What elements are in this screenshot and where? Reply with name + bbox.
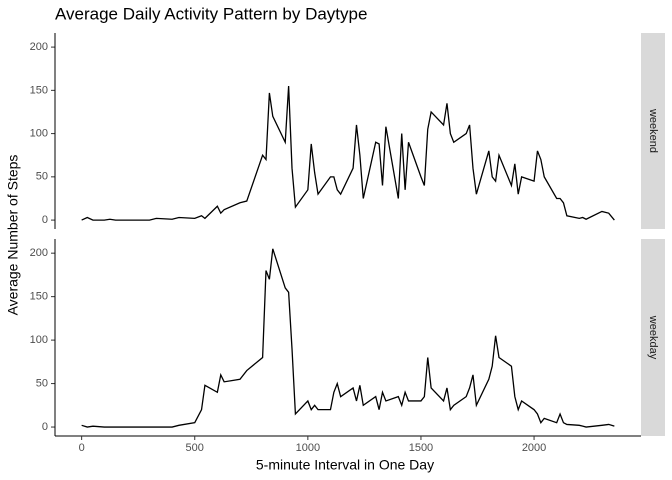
- x-tick-label: 0: [79, 442, 85, 454]
- y-tick-label: 50: [36, 171, 48, 183]
- y-tick-label: 0: [42, 214, 48, 226]
- y-tick-label: 0: [42, 421, 48, 433]
- x-tick-label: 1500: [409, 442, 433, 454]
- x-tick-label: 2000: [522, 442, 546, 454]
- y-tick-label: 200: [30, 41, 48, 53]
- y-tick-label: 150: [30, 291, 48, 303]
- strip: [641, 239, 665, 436]
- y-tick-label: 100: [30, 334, 48, 346]
- x-tick-label: 1000: [296, 442, 320, 454]
- strip-label: weekday: [647, 315, 659, 360]
- x-axis-label: 5-minute Interval in One Day: [256, 457, 434, 473]
- strip-label: weekend: [647, 108, 659, 153]
- y-tick-label: 150: [30, 84, 48, 96]
- y-axis-label: Average Number of Steps: [5, 155, 21, 316]
- y-tick-label: 100: [30, 128, 48, 140]
- y-tick-label: 50: [36, 377, 48, 389]
- data-line: [81, 85, 615, 221]
- x-tick-label: 500: [186, 442, 204, 454]
- data-line: [81, 248, 615, 428]
- chart-title: Average Daily Activity Pattern by Daytyp…: [55, 4, 367, 23]
- y-tick-label: 200: [30, 247, 48, 259]
- strip: [641, 33, 665, 229]
